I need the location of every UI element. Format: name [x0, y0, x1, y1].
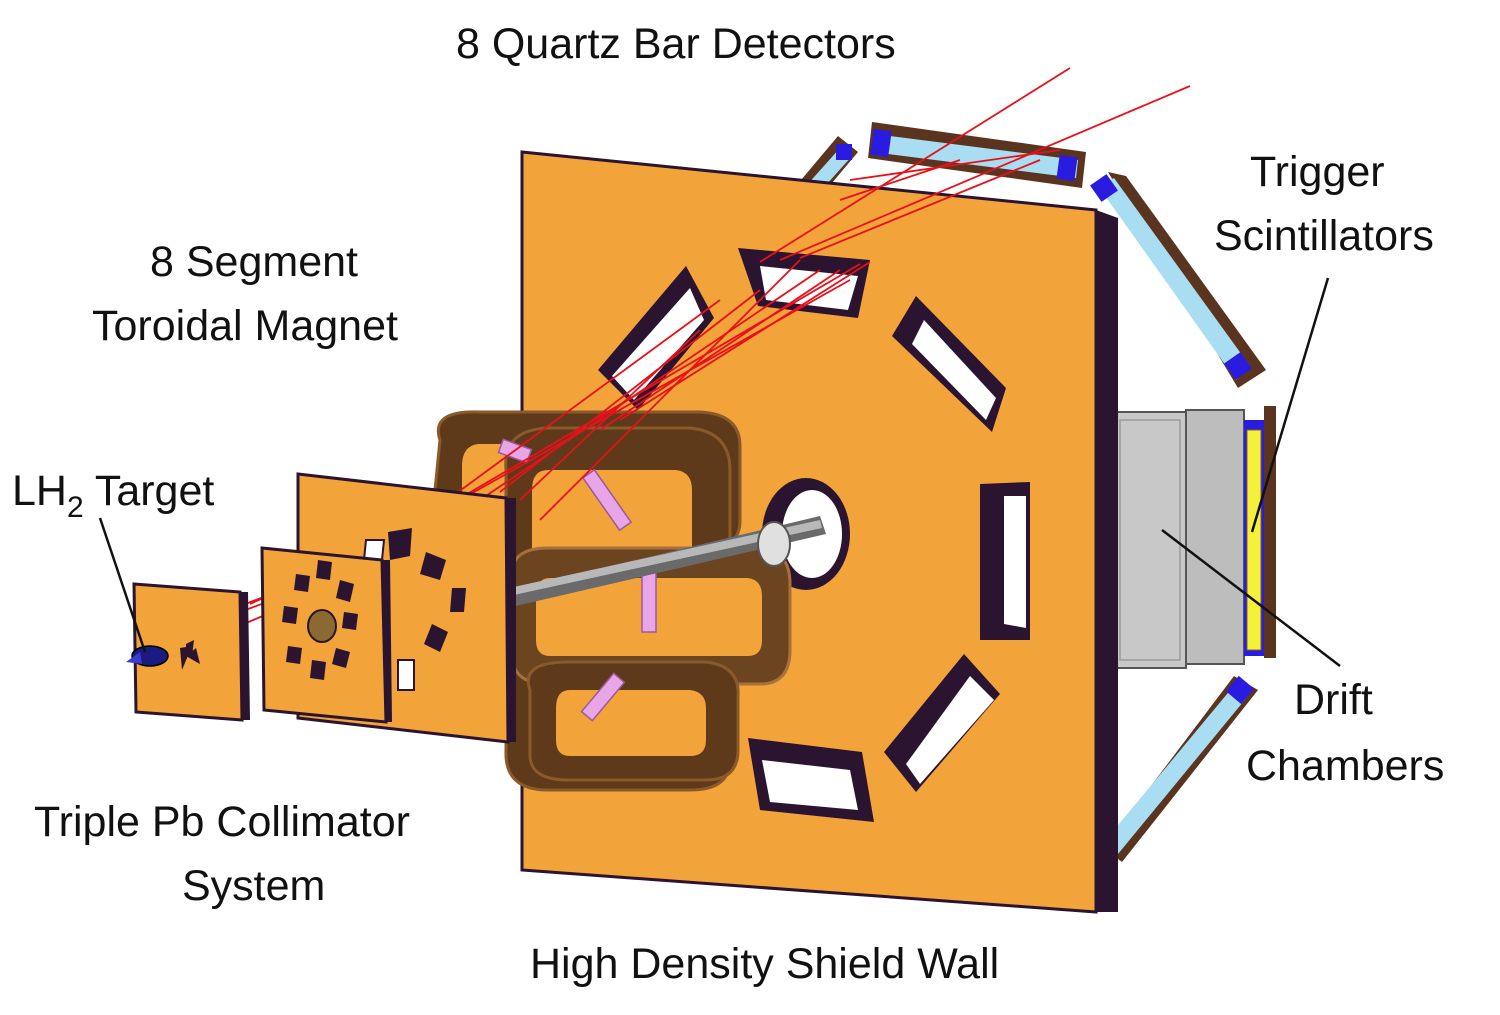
lh2-target	[126, 645, 169, 667]
label-collimator-line1: Triple Pb Collimator	[34, 798, 410, 846]
drift-chambers	[1111, 409, 1245, 669]
drift-pointer	[1161, 529, 1341, 667]
target-pointer	[98, 517, 147, 653]
label-target-prefix: LH	[12, 467, 67, 515]
label-magnet-line1: 8 Segment	[150, 238, 358, 286]
label-target-subscript: 2	[67, 491, 84, 524]
label-collimator-line2: System	[182, 862, 325, 910]
pointer-lines	[98, 277, 1341, 667]
trigger-pointer	[1250, 277, 1330, 533]
collimator-1	[132, 582, 250, 722]
label-trigger-line2: Scintillators	[1214, 212, 1434, 260]
magnet-strut	[581, 468, 633, 532]
label-shield-wall: High Density Shield Wall	[530, 940, 999, 988]
collimator-2	[260, 546, 392, 724]
quartz-bar-upper-right	[1090, 172, 1266, 388]
label-magnet-line2: Toroidal Magnet	[92, 302, 398, 350]
label-lh2-target: LH2 Target	[12, 467, 214, 524]
quartz-bar-lower-right	[1104, 675, 1258, 862]
quartz-bar-top	[868, 122, 1086, 188]
label-drift-line2: Chambers	[1246, 742, 1444, 790]
label-quartz-bar-detectors: 8 Quartz Bar Detectors	[456, 20, 896, 68]
label-trigger-line1: Trigger	[1250, 148, 1385, 196]
magnet-strut	[580, 672, 626, 722]
label-target-suffix: Target	[84, 467, 215, 515]
label-drift-line1: Drift	[1294, 676, 1373, 724]
trigger-scintillators	[1244, 406, 1276, 658]
